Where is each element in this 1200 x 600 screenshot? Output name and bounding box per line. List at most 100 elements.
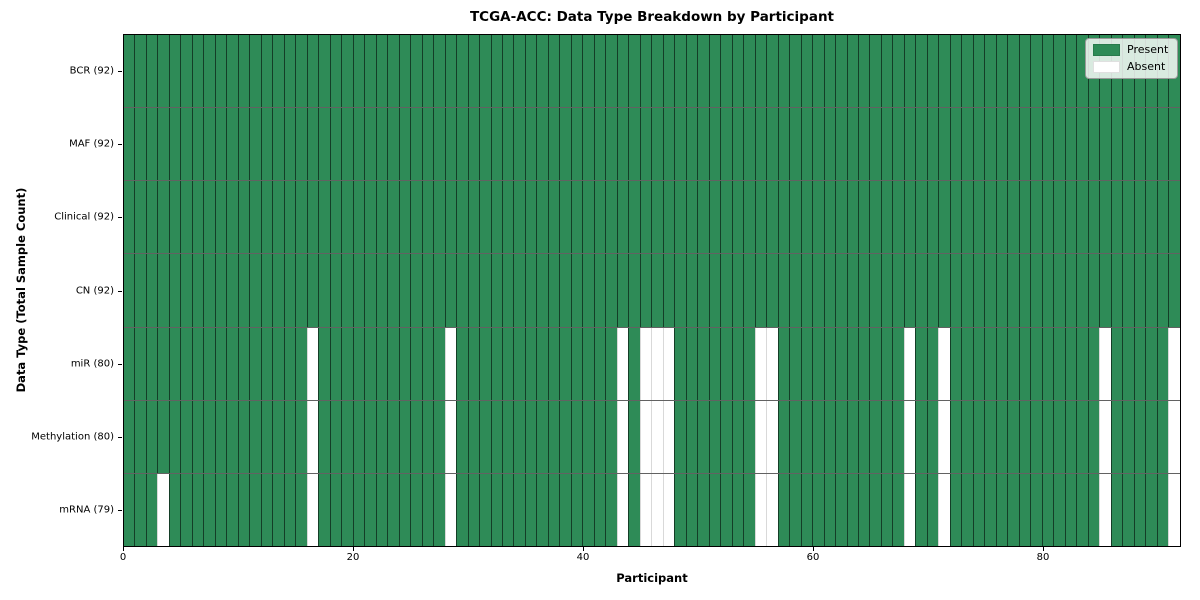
heatmap-cell <box>869 400 881 473</box>
heatmap-cell <box>708 35 721 108</box>
heatmap-cell <box>766 473 778 546</box>
heatmap-cell <box>203 327 215 400</box>
heatmap-cell <box>743 400 755 473</box>
heatmap-cell <box>536 400 548 473</box>
heatmap-cell <box>995 108 1008 181</box>
heatmap-cell <box>501 327 514 400</box>
heatmap-cell <box>731 35 744 108</box>
heatmap-cell <box>180 108 192 181</box>
heatmap-cell <box>582 400 594 473</box>
heatmap-cell <box>743 327 755 400</box>
heatmap-cell <box>961 108 973 181</box>
heatmap-cell <box>421 35 434 108</box>
heatmap-cell <box>134 35 146 108</box>
heatmap-cell <box>501 473 514 546</box>
heatmap-cell <box>616 327 629 400</box>
heatmap-cell <box>1007 400 1019 473</box>
heatmap-cell <box>168 473 181 546</box>
heatmap-cell <box>846 254 858 327</box>
x-tick-mark <box>353 547 354 551</box>
heatmap-cell <box>651 473 663 546</box>
heatmap-cell <box>972 108 985 181</box>
heatmap-cell <box>124 327 135 400</box>
heatmap-cell <box>513 400 525 473</box>
heatmap-cell <box>1133 473 1146 546</box>
heatmap-cell <box>628 108 640 181</box>
heatmap-cell <box>1064 400 1077 473</box>
heatmap-cell <box>237 400 250 473</box>
heatmap-cell <box>1110 327 1123 400</box>
heatmap-cell <box>260 327 273 400</box>
heatmap-cell <box>892 181 904 254</box>
heatmap-cell <box>295 400 307 473</box>
heatmap-cell <box>754 181 767 254</box>
heatmap-cell <box>456 400 468 473</box>
heatmap-cell <box>306 35 319 108</box>
heatmap-cell <box>444 400 457 473</box>
heatmap-cell <box>124 400 135 473</box>
heatmap-cell <box>410 327 422 400</box>
heatmap-cell <box>145 400 158 473</box>
heatmap-cell <box>168 400 181 473</box>
heatmap-cell <box>490 181 502 254</box>
heatmap-cell <box>731 108 744 181</box>
heatmap-cell <box>593 108 606 181</box>
heatmap-cell <box>329 473 342 546</box>
heatmap-cell <box>1122 473 1134 546</box>
heatmap-cell <box>501 400 514 473</box>
heatmap-cell <box>984 254 996 327</box>
heatmap-cell <box>892 327 904 400</box>
heatmap-cell <box>283 400 296 473</box>
heatmap-cell <box>364 473 376 546</box>
y-tick-mark <box>118 70 122 72</box>
heatmap-cell <box>754 254 767 327</box>
heatmap-cell <box>880 473 893 546</box>
heatmap-cell <box>1041 327 1054 400</box>
heatmap-cell <box>651 254 663 327</box>
heatmap-cell <box>329 108 342 181</box>
heatmap-cell <box>467 400 480 473</box>
heatmap-cell <box>1007 35 1019 108</box>
heatmap-cell <box>720 327 732 400</box>
heatmap-row-bcr <box>124 35 1180 108</box>
y-tick-label: MAF (92) <box>69 138 114 150</box>
heatmap-cell <box>1018 327 1031 400</box>
heatmap-cell <box>1145 108 1157 181</box>
heatmap-cell <box>318 254 330 327</box>
heatmap-cell <box>387 35 399 108</box>
heatmap-cell <box>605 35 617 108</box>
heatmap-cell <box>134 327 146 400</box>
heatmap-cell <box>295 108 307 181</box>
x-tick-mark <box>583 547 584 551</box>
heatmap-cell <box>272 400 284 473</box>
heatmap-cell <box>352 254 365 327</box>
heatmap-cell <box>662 108 675 181</box>
heatmap-cell <box>375 181 388 254</box>
heatmap-cell <box>1018 400 1031 473</box>
heatmap-cell <box>1030 400 1042 473</box>
heatmap-cell <box>536 108 548 181</box>
heatmap-cell <box>1064 108 1077 181</box>
heatmap-cell <box>1099 254 1111 327</box>
heatmap-cell <box>398 108 411 181</box>
heatmap-cell <box>1018 254 1031 327</box>
heatmap-cell <box>341 108 353 181</box>
heatmap-cell <box>456 254 468 327</box>
x-tick-label: 80 <box>1036 552 1050 563</box>
heatmap-cell <box>605 181 617 254</box>
heatmap-cell <box>1053 473 1065 546</box>
heatmap-cell <box>835 181 847 254</box>
heatmap-cell <box>823 400 836 473</box>
heatmap-cell <box>410 254 422 327</box>
heatmap-cell <box>1064 35 1077 108</box>
heatmap-cell <box>789 473 801 546</box>
heatmap-cell <box>685 473 698 546</box>
heatmap-cell <box>915 108 927 181</box>
heatmap-row-maf <box>124 107 1180 181</box>
heatmap-cell <box>524 108 537 181</box>
heatmap-cell <box>915 327 927 400</box>
heatmap-cell <box>456 35 468 108</box>
heatmap-cell <box>513 473 525 546</box>
heatmap-cell <box>1030 108 1042 181</box>
heatmap-cell <box>157 35 169 108</box>
